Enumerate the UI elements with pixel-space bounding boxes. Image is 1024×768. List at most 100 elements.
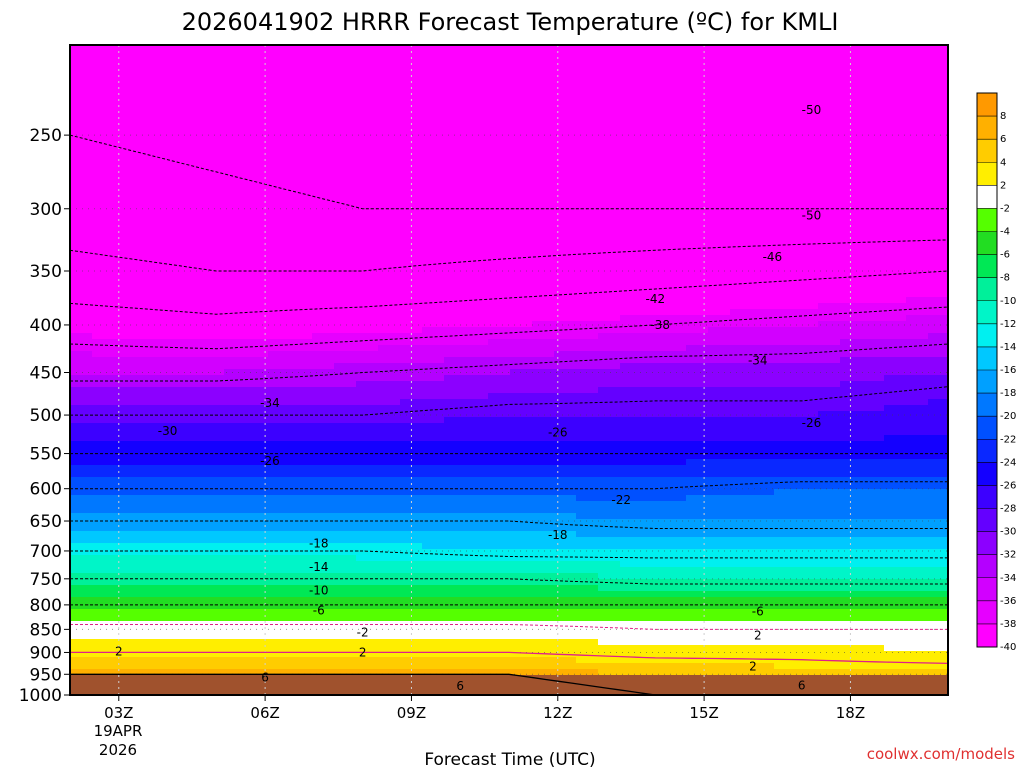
field-cell: [642, 399, 665, 406]
field-cell: [906, 483, 929, 490]
field-cell: [840, 255, 863, 262]
field-cell: [532, 423, 555, 430]
field-cell: [598, 573, 621, 580]
field-cell: [422, 597, 445, 604]
field-cell: [202, 189, 225, 196]
field-cell: [356, 183, 379, 190]
field-cell: [510, 195, 533, 202]
field-cell: [378, 375, 401, 382]
field-cell: [466, 225, 489, 232]
field-cell: [92, 345, 115, 352]
colorbar-swatch: [977, 462, 997, 486]
field-cell: [202, 297, 225, 304]
field-cell: [400, 261, 423, 268]
field-cell: [400, 285, 423, 292]
field-cell: [466, 189, 489, 196]
field-cell: [114, 387, 137, 394]
field-cell: [224, 525, 247, 532]
field-cell: [158, 543, 181, 550]
field-cell: [532, 549, 555, 556]
field-cell: [158, 111, 181, 118]
field-cell: [400, 249, 423, 256]
field-cell: [312, 399, 335, 406]
field-cell: [466, 171, 489, 178]
field-cell: [576, 141, 599, 148]
field-cell: [268, 345, 291, 352]
field-cell: [796, 345, 819, 352]
field-cell: [334, 363, 357, 370]
field-cell: [906, 291, 929, 298]
field-cell: [92, 405, 115, 412]
field-cell: [510, 435, 533, 442]
field-cell: [730, 177, 753, 184]
field-cell: [620, 465, 643, 472]
field-cell: [686, 75, 709, 82]
field-cell: [664, 285, 687, 292]
field-cell: [532, 441, 555, 448]
field-cell: [70, 483, 93, 490]
field-cell: [928, 255, 948, 262]
field-cell: [70, 453, 93, 460]
field-cell: [378, 417, 401, 424]
field-cell: [708, 477, 731, 484]
isotherm-line: [70, 270, 948, 315]
field-cell: [598, 87, 621, 94]
colorbar-label: 8: [1000, 111, 1006, 122]
field-cell: [598, 519, 621, 526]
field-cell: [422, 477, 445, 484]
field-cell: [246, 381, 269, 388]
field-cell: [422, 357, 445, 364]
field-cell: [730, 627, 753, 634]
field-cell: [532, 459, 555, 466]
field-cell: [752, 393, 775, 400]
field-cell: [642, 501, 665, 508]
field-cell: [906, 609, 929, 616]
field-cell: [774, 657, 797, 664]
field-cell: [312, 261, 335, 268]
field-cell: [708, 627, 731, 634]
field-cell: [730, 615, 753, 622]
field-cell: [136, 459, 159, 466]
field-cell: [224, 369, 247, 376]
field-cell: [466, 381, 489, 388]
field-cell: [730, 87, 753, 94]
field-cell: [158, 531, 181, 538]
field-cell: [774, 51, 797, 58]
field-cell: [246, 495, 269, 502]
field-cell: [906, 513, 929, 520]
field-cell: [774, 633, 797, 640]
field-cell: [466, 591, 489, 598]
field-cell: [246, 267, 269, 274]
field-cell: [180, 255, 203, 262]
field-cell: [312, 375, 335, 382]
field-cell: [444, 519, 467, 526]
field-cell: [598, 243, 621, 250]
field-cell: [114, 189, 137, 196]
colorbar-label: -38: [1000, 619, 1016, 630]
field-cell: [906, 147, 929, 154]
field-cell: [268, 627, 291, 634]
field-cell: [576, 555, 599, 562]
field-cell: [202, 255, 225, 262]
field-cell: [928, 45, 948, 52]
field-cell: [906, 171, 929, 178]
field-cell: [466, 561, 489, 568]
field-cell: [290, 165, 313, 172]
field-cell: [576, 249, 599, 256]
field-cell: [686, 93, 709, 100]
field-cell: [488, 297, 511, 304]
field-cell: [620, 411, 643, 418]
field-cell: [598, 639, 621, 646]
field-cell: [246, 327, 269, 334]
field-cell: [796, 285, 819, 292]
field-cell: [862, 297, 885, 304]
field-cell: [598, 111, 621, 118]
field-cell: [334, 51, 357, 58]
field-cell: [796, 267, 819, 274]
field-cell: [246, 657, 269, 664]
field-cell: [466, 135, 489, 142]
field-cell: [554, 573, 577, 580]
field-cell: [114, 519, 137, 526]
field-cell: [224, 441, 247, 448]
field-cell: [730, 489, 753, 496]
